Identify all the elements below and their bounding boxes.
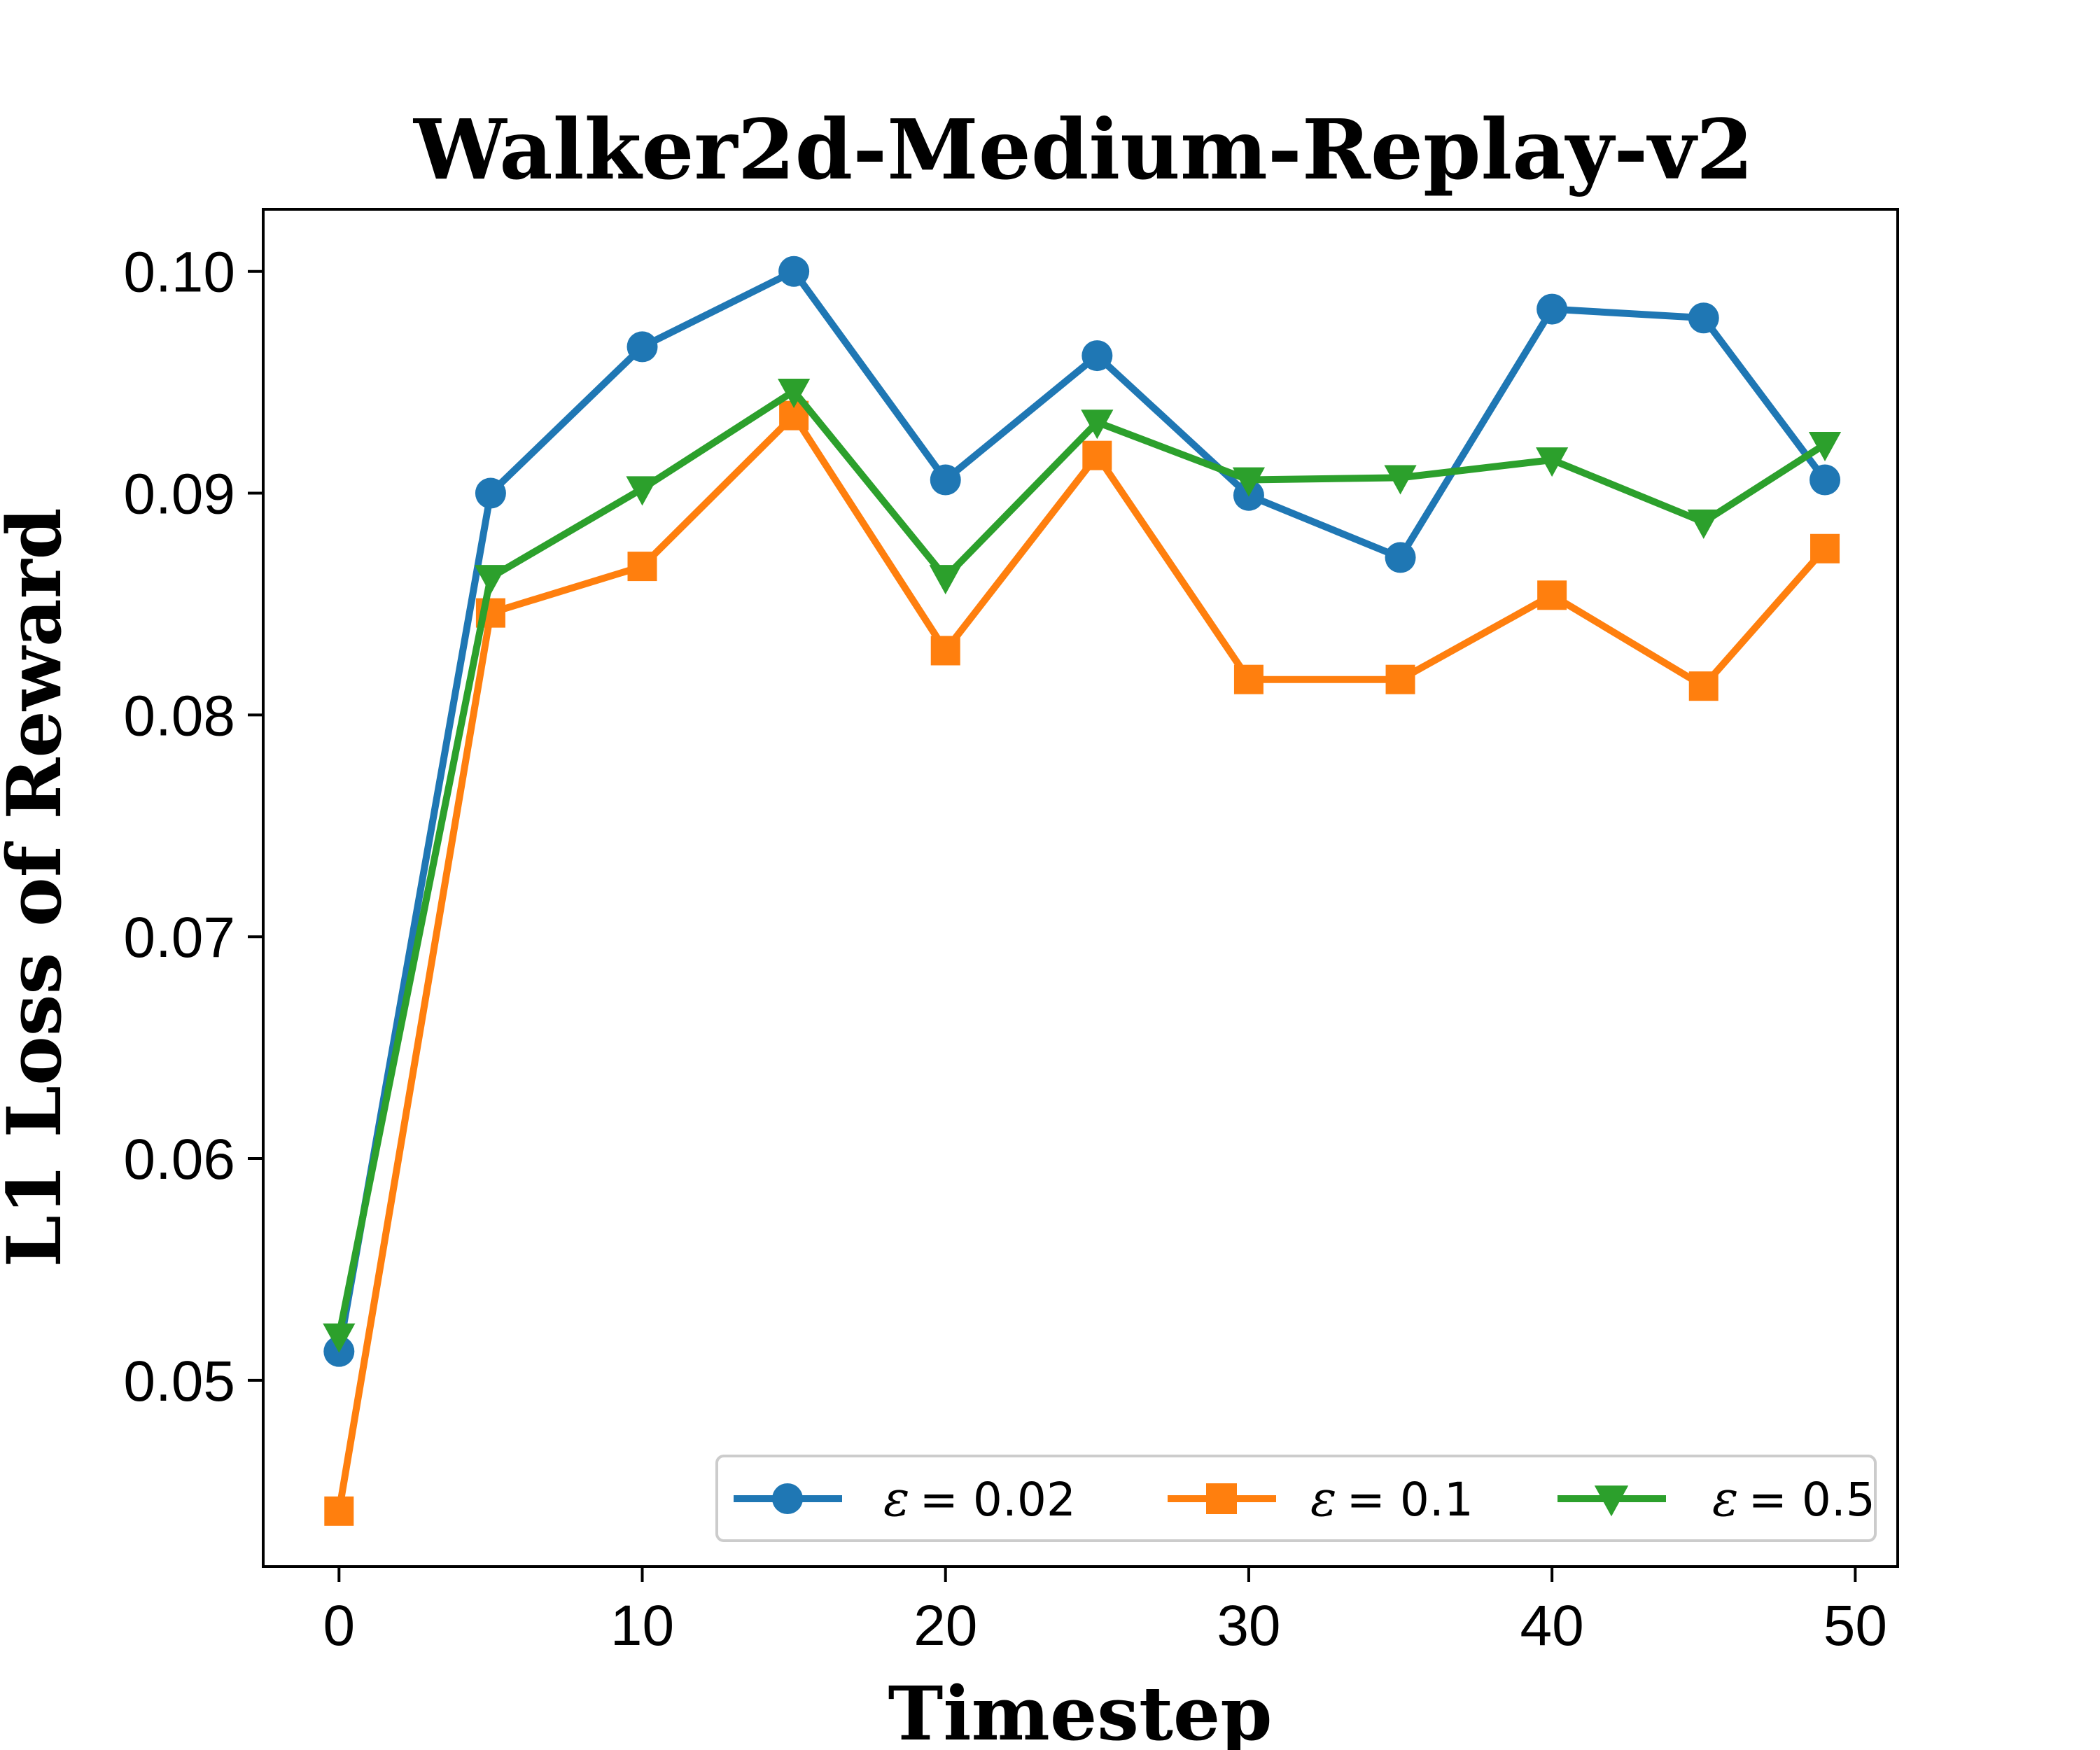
data-point	[323, 1323, 356, 1353]
x-axis: 0 10 20 30 40 50	[323, 1567, 1887, 1658]
legend-item: ε = 0.02	[734, 1470, 1076, 1527]
legend-marker	[772, 1483, 803, 1514]
x-tick-label: 10	[610, 1594, 674, 1658]
x-tick-label: 30	[1217, 1594, 1280, 1658]
x-tick-label: 50	[1823, 1594, 1887, 1658]
series-triangle-down	[323, 378, 1842, 1353]
data-point	[475, 477, 506, 509]
legend-item: ε = 0.5	[1558, 1470, 1875, 1527]
legend-item: ε = 0.1	[1168, 1470, 1474, 1527]
data-point	[1536, 447, 1569, 477]
legend-label: ε = 0.1	[1310, 1470, 1474, 1527]
series-layer	[323, 255, 1842, 1526]
data-point	[324, 1496, 354, 1526]
legend-label: ε = 0.02	[883, 1470, 1076, 1527]
data-point	[1082, 340, 1113, 372]
data-point	[778, 378, 811, 408]
data-point	[1688, 671, 1718, 701]
data-point	[929, 565, 962, 595]
data-point	[1809, 464, 1841, 496]
y-tick-label: 0.06	[123, 1128, 235, 1191]
data-point	[1687, 509, 1720, 539]
x-tick-label: 20	[913, 1594, 977, 1658]
data-point	[474, 565, 507, 595]
y-tick-label: 0.09	[123, 463, 235, 526]
plot-background	[263, 209, 1898, 1567]
data-point	[1536, 293, 1568, 325]
data-point	[1385, 542, 1416, 573]
data-point	[1082, 440, 1112, 470]
y-tick-label: 0.10	[123, 241, 235, 304]
data-point	[930, 636, 960, 666]
x-axis-label: Timestep	[888, 1670, 1273, 1750]
data-point	[1810, 533, 1840, 564]
plot-frame	[262, 208, 1899, 1568]
legend-marker	[1206, 1483, 1237, 1514]
data-point	[1233, 664, 1264, 694]
data-point	[778, 255, 810, 287]
y-tick-label: 0.08	[123, 684, 235, 748]
data-point	[627, 552, 657, 582]
plot-area	[262, 208, 1899, 1568]
x-tick-label: 0	[323, 1594, 355, 1658]
legend: ε = 0.02 ε = 0.1 ε = 0.5	[715, 1455, 1877, 1542]
data-point	[1688, 302, 1719, 334]
data-point	[1384, 465, 1417, 495]
y-tick-label: 0.05	[123, 1350, 235, 1413]
y-tick-label: 0.07	[123, 906, 235, 969]
data-point	[1081, 410, 1114, 440]
data-point	[1808, 431, 1842, 461]
data-point	[1232, 467, 1266, 497]
data-point	[1385, 664, 1415, 694]
data-point	[626, 476, 659, 506]
legend-marker	[1594, 1485, 1629, 1517]
series-square	[324, 400, 1840, 1526]
data-point	[1537, 580, 1567, 610]
legend-frame	[715, 1455, 1877, 1542]
data-point	[626, 331, 658, 363]
data-point	[930, 464, 961, 496]
y-axis: 0.05 0.06 0.07 0.08 0.09 0.10	[123, 241, 263, 1413]
legend-label: ε = 0.5	[1712, 1470, 1875, 1527]
chart-title: Walker2d-Medium-Replay-v2	[412, 101, 1754, 198]
y-axis-label: L1 Loss of Reward	[0, 507, 78, 1267]
x-tick-label: 40	[1520, 1594, 1584, 1658]
